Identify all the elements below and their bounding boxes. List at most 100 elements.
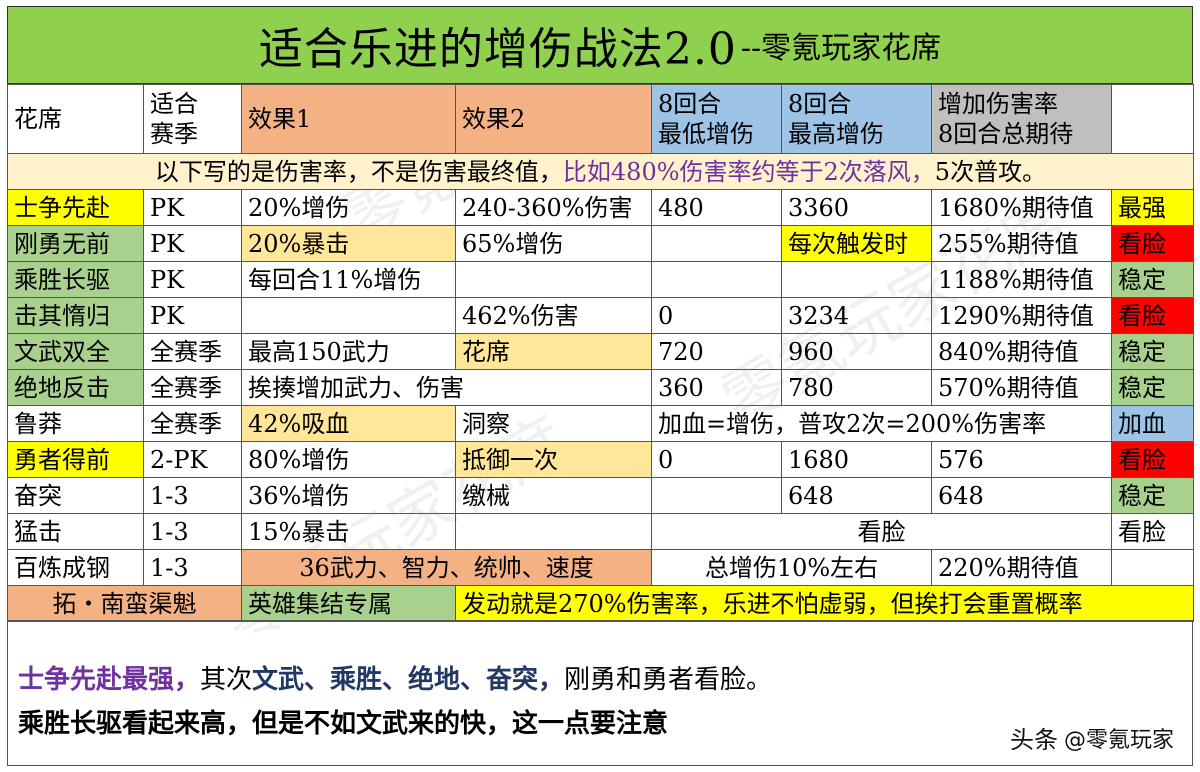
tactic-name: 拓・南蛮渠魁 (7, 585, 242, 622)
header-max: 8回合 最高增伤 (781, 84, 932, 154)
tactic-name: 击其惰归 (7, 297, 144, 334)
summary-best: 士争先赴最强， (18, 665, 201, 695)
season-cell: 英雄集结专属 (241, 585, 456, 622)
effect2-cell (455, 513, 652, 550)
tactic-name: 绝地反击 (7, 369, 144, 406)
tag-cell: 加血 (1111, 405, 1194, 442)
header-season: 适合 赛季 (143, 84, 242, 154)
total-cell: 648 (931, 477, 1112, 514)
summary-line-2: 乘胜长驱看起来高，但是不如文武来的快，这一点要注意 (18, 709, 669, 739)
max-cell: 960 (781, 333, 932, 370)
effect2-cell: 抵御一次 (455, 441, 652, 478)
tactic-name: 士争先赴 (7, 189, 144, 226)
total-cell: 220%期待值 (931, 549, 1112, 586)
total-cell: 570%期待值 (931, 369, 1112, 406)
tag-cell: 看脸 (1111, 225, 1194, 262)
table-row: 鲁莽 全赛季 42%吸血 洞察 加血=增伤，普攻2次=200%伤害率 加血 (7, 405, 1194, 442)
table-row: 击其惰归 PK 462%伤害 0 3234 1290%期待值 看脸 (7, 297, 1194, 334)
tag-cell: 稳定 (1111, 369, 1194, 406)
merged-cell: 看脸 (651, 513, 1112, 550)
effect1-cell (241, 297, 456, 334)
effect2-cell: 花席 (455, 333, 652, 370)
min-cell: 720 (651, 333, 782, 370)
max-cell: 1680 (781, 441, 932, 478)
min-cell: 360 (651, 369, 782, 406)
toutiao-logo: 头条 (1009, 726, 1058, 754)
tag-cell: 看脸 (1111, 441, 1194, 478)
table-header-row: 花席 适合 赛季 效果1 效果2 8回合 最低增伤 8回合 最高增伤 增加伤害率 8回合… (7, 84, 1194, 154)
effect2-cell: 缴械 (455, 477, 652, 514)
total-cell: 1188%期待值 (931, 261, 1112, 298)
tag-cell: 稳定 (1111, 261, 1194, 298)
page-title: 适合乐进的增伤战法2.0 (258, 24, 737, 75)
total-cell: 1680%期待值 (931, 189, 1112, 226)
total-cell: 576 (931, 441, 1112, 478)
table-row: 勇者得前 2-PK 80%增伤 抵御一次 0 1680 576 看脸 (7, 441, 1194, 478)
effect1-cell: 最高150武力 (241, 333, 456, 370)
effect1-cell: 每回合11%增伤 (241, 261, 456, 298)
effect1-cell: 15%暴击 (241, 513, 456, 550)
effect1-cell: 36%增伤 (241, 477, 456, 514)
table-row: 士争先赴 PK 20%增伤 240-360%伤害 480 3360 1680%期… (7, 189, 1194, 226)
max-cell (781, 261, 932, 298)
min-cell (651, 477, 782, 514)
merged-cell: 总增伤10%左右 (651, 549, 932, 586)
table-row: 乘胜长驱 PK 每回合11%增伤 1188%期待值 稳定 (7, 261, 1194, 298)
min-cell: 0 (651, 441, 782, 478)
max-cell: 648 (781, 477, 932, 514)
header-min: 8回合 最低增伤 (651, 84, 782, 154)
header-tag (1111, 84, 1194, 154)
effect-merged-cell: 36武力、智力、统帅、速度 (241, 549, 652, 586)
tag-cell: 稳定 (1111, 477, 1194, 514)
tag-cell: 最强 (1111, 189, 1194, 226)
table-row: 猛击 1-3 15%暴击 看脸 看脸 (7, 513, 1194, 550)
tactic-name: 百炼成钢 (7, 549, 144, 586)
tactic-name: 奋突 (7, 477, 144, 514)
merged-cell: 加血=增伤，普攻2次=200%伤害率 (651, 405, 1112, 442)
table-row: 百炼成钢 1-3 36武力、智力、统帅、速度 总增伤10%左右 220%期待值 (7, 549, 1194, 586)
table-row: 刚勇无前 PK 20%暴击 65%增伤 每次触发时 255%期待值 看脸 (7, 225, 1194, 262)
season-cell: PK (143, 261, 242, 298)
note-cell: 以下写的是伤害率，不是伤害最终值，比如480%伤害率约等于2次落风，5次普攻。 (7, 153, 1194, 190)
summary-next-list: 文武、乘胜、绝地、奋突， (252, 665, 565, 695)
season-cell: 全赛季 (143, 405, 242, 442)
effect2-cell: 洞察 (455, 405, 652, 442)
season-cell: PK (143, 225, 242, 262)
min-cell (651, 225, 782, 262)
min-cell (651, 261, 782, 298)
tag-cell (1111, 549, 1194, 586)
effect1-cell: 20%暴击 (241, 225, 456, 262)
merged-cell: 发动就是270%伤害率，乐进不怕虚弱，但挨打会重置概率 (455, 585, 1194, 622)
note-text-end: 5次普攻。 (934, 157, 1047, 186)
tactic-name: 鲁莽 (7, 405, 144, 442)
max-cell: 780 (781, 369, 932, 406)
table-row: 拓・南蛮渠魁 英雄集结专属 发动就是270%伤害率，乐进不怕虚弱，但挨打会重置概… (7, 585, 1194, 622)
header-effect2: 效果2 (455, 84, 652, 154)
note-text: 以下写的是伤害率，不是伤害最终值， (154, 157, 563, 186)
summary-luck: 刚勇和勇者看脸。 (564, 665, 773, 695)
tag-cell: 稳定 (1111, 333, 1194, 370)
season-cell: 1-3 (143, 513, 242, 550)
header-name: 花席 (7, 84, 144, 154)
season-cell: 2-PK (143, 441, 242, 478)
tag-cell: 看脸 (1111, 297, 1194, 334)
min-cell: 0 (651, 297, 782, 334)
effect2-cell (455, 261, 652, 298)
max-cell: 3360 (781, 189, 932, 226)
season-cell: 1-3 (143, 549, 242, 586)
summary-next-label: 其次 (200, 665, 253, 695)
season-cell: 全赛季 (143, 333, 242, 370)
note-highlight: 比如480%伤害率约等于2次落风， (562, 157, 935, 186)
effect1-cell: 20%增伤 (241, 189, 456, 226)
summary-section: 士争先赴最强，其次文武、乘胜、绝地、奋突，刚勇和勇者看脸。 乘胜长驱看起来高，但… (7, 620, 1193, 766)
page-subtitle: --零氪玩家花席 (740, 31, 942, 66)
watermark-author: @零氪玩家 (1063, 727, 1174, 753)
tactic-name: 刚勇无前 (7, 225, 144, 262)
effect1-cell: 80%增伤 (241, 441, 456, 478)
season-cell: 全赛季 (143, 369, 242, 406)
tactic-name: 猛击 (7, 513, 144, 550)
effect2-cell: 240-360%伤害 (455, 189, 652, 226)
total-cell: 255%期待值 (931, 225, 1112, 262)
min-cell: 480 (651, 189, 782, 226)
effect2-cell: 462%伤害 (455, 297, 652, 334)
